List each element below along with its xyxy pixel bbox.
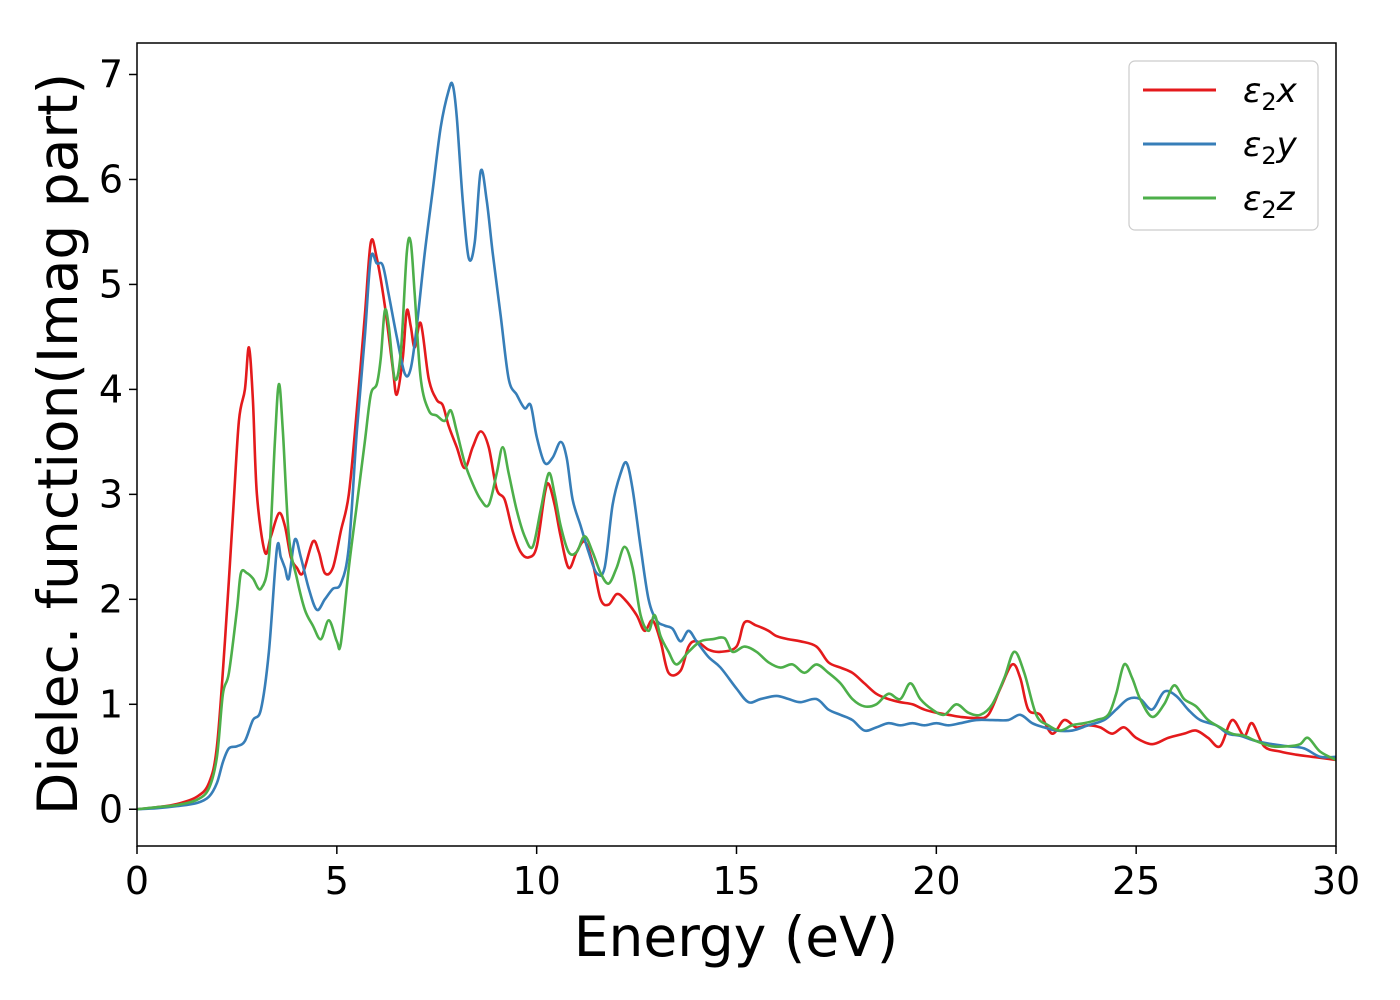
y-tick-label: 5 — [99, 262, 123, 306]
y-tick-label: 2 — [99, 577, 123, 621]
legend-label-2: ε2y — [1243, 125, 1298, 170]
y-tick-label: 4 — [99, 367, 123, 411]
y-tick-label: 1 — [99, 682, 123, 726]
legend-label-3: ε2z — [1243, 179, 1296, 224]
x-tick-label: 5 — [325, 859, 349, 903]
legend: ε2x ε2y ε2z — [1128, 60, 1319, 231]
x-axis-title: Energy (eV) — [574, 905, 898, 969]
series-line-3 — [137, 236, 1336, 811]
series-line-1 — [137, 238, 1336, 811]
x-tick-label: 30 — [1312, 859, 1360, 903]
y-tick-label: 3 — [99, 472, 123, 516]
legend-frame — [1128, 60, 1319, 231]
x-tick-label: 15 — [712, 859, 760, 903]
x-tick-label: 0 — [125, 859, 149, 903]
legend-label-1: ε2x — [1243, 71, 1298, 116]
y-tick-label: 0 — [99, 787, 123, 831]
x-tick-label: 25 — [1112, 859, 1160, 903]
x-tick-label: 20 — [912, 859, 960, 903]
series-line-2 — [137, 81, 1336, 811]
y-tick-label: 6 — [99, 157, 123, 201]
x-axis: 0 5 10 15 20 25 30 — [125, 846, 1360, 903]
y-axis: 0 1 2 3 4 5 6 7 — [99, 52, 137, 831]
y-axis-title: Dielec. function(Imag part) — [26, 73, 90, 815]
y-tick-label: 7 — [99, 52, 123, 96]
x-tick-label: 10 — [512, 859, 560, 903]
series-layer — [137, 81, 1336, 811]
